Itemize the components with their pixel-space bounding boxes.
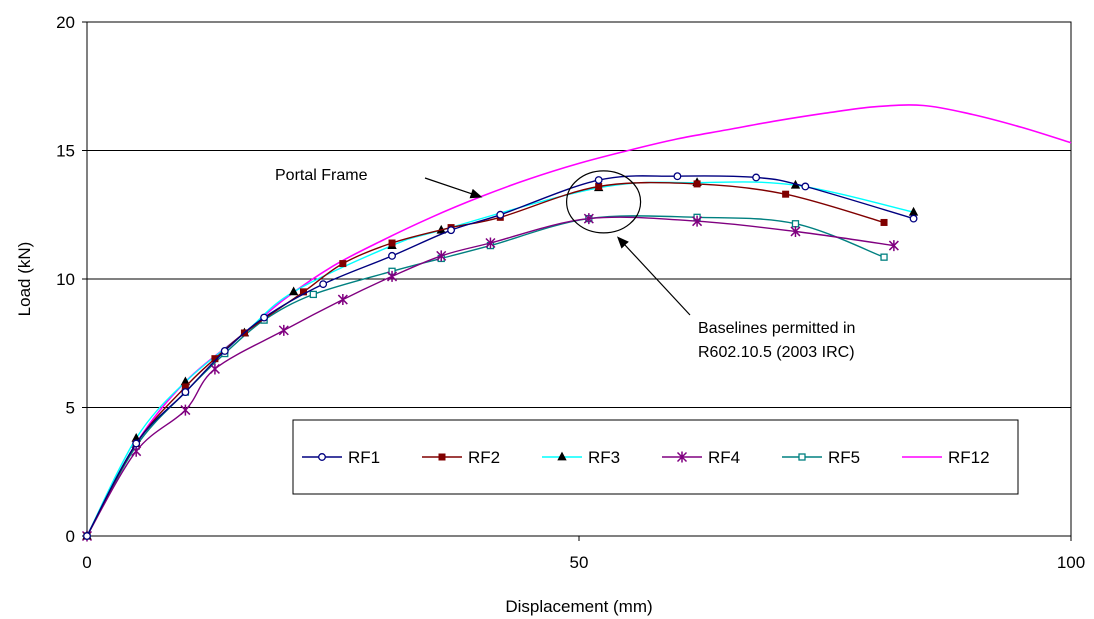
- portal-frame-annotation: Portal Frame: [275, 167, 368, 184]
- series-lines: [81, 104, 1072, 542]
- legend-item-rf1: RF1: [302, 448, 380, 467]
- data-point: [583, 213, 594, 225]
- data-point: [673, 172, 682, 181]
- data-point: [909, 214, 918, 223]
- data-point: [447, 226, 456, 235]
- data-point: [288, 286, 299, 296]
- y-tick-label: 20: [56, 13, 75, 32]
- data-point: [209, 363, 220, 375]
- legend-label: RF5: [828, 448, 860, 467]
- annotations: Portal Frame Baselines permitted in R602…: [275, 167, 855, 361]
- data-point: [318, 453, 326, 461]
- data-point: [388, 239, 396, 247]
- data-point: [692, 215, 703, 227]
- legend-label: RF1: [348, 448, 380, 467]
- data-point: [278, 324, 289, 336]
- data-point: [319, 280, 328, 289]
- data-point: [387, 270, 398, 282]
- data-point: [220, 347, 229, 355]
- data-point: [260, 313, 269, 322]
- data-point: [798, 453, 806, 461]
- series-line-rf3: [86, 181, 914, 537]
- axis-ticks: 0 5 10 15 20 0 50 100: [56, 13, 1085, 572]
- data-point: [180, 404, 191, 416]
- x-tick-label: 50: [570, 553, 589, 572]
- data-point: [752, 173, 761, 182]
- data-point: [880, 218, 888, 226]
- data-point: [676, 451, 688, 463]
- data-point: [801, 182, 810, 191]
- y-tick-label: 10: [56, 270, 75, 289]
- data-point: [438, 453, 446, 461]
- data-point: [595, 182, 603, 190]
- data-point: [485, 237, 496, 249]
- data-point: [309, 290, 317, 299]
- data-point: [132, 439, 141, 448]
- data-point: [339, 260, 347, 268]
- x-axis-label: Displacement (mm): [505, 597, 652, 616]
- data-point: [782, 190, 790, 198]
- baselines-ellipse: [565, 170, 642, 234]
- y-tick-label: 5: [66, 399, 75, 418]
- legend-item-rf12: RF12: [902, 448, 990, 467]
- data-point: [496, 210, 505, 219]
- data-point: [693, 180, 701, 188]
- data-point: [888, 240, 899, 252]
- legend-label: RF2: [468, 448, 500, 467]
- data-point: [880, 253, 888, 261]
- y-tick-label: 15: [56, 142, 75, 161]
- legend-item-rf2: RF2: [422, 448, 500, 467]
- data-point: [791, 220, 800, 228]
- data-point: [388, 251, 396, 260]
- data-point: [83, 532, 91, 540]
- data-point: [790, 225, 801, 237]
- legend-label: RF4: [708, 448, 740, 467]
- legend-box: [292, 419, 1019, 495]
- data-point: [557, 451, 567, 461]
- legend-item-rf5: RF5: [782, 448, 860, 467]
- data-point: [181, 388, 190, 397]
- portal-frame-arrow: [424, 177, 483, 199]
- baselines-annotation-line2: R602.10.5 (2003 IRC): [698, 344, 855, 361]
- x-tick-label: 100: [1057, 553, 1085, 572]
- legend: RF1 RF2 RF3 RF4 RF5 RF12: [292, 419, 1019, 495]
- x-tick-label: 0: [82, 553, 91, 572]
- gridlines: [87, 150, 1071, 408]
- series-rf1: [83, 172, 918, 540]
- legend-item-rf3: RF3: [542, 448, 620, 467]
- data-point: [594, 176, 603, 185]
- legend-item-rf4: RF4: [662, 448, 740, 467]
- legend-label: RF3: [588, 448, 620, 467]
- y-axis-label: Load (kN): [15, 242, 34, 317]
- data-point: [436, 250, 447, 262]
- data-point: [337, 294, 348, 306]
- y-tick-label: 0: [66, 527, 75, 546]
- legend-label: RF12: [948, 448, 990, 467]
- baselines-annotation-line1: Baselines permitted in: [698, 320, 855, 337]
- baselines-arrow: [616, 236, 691, 316]
